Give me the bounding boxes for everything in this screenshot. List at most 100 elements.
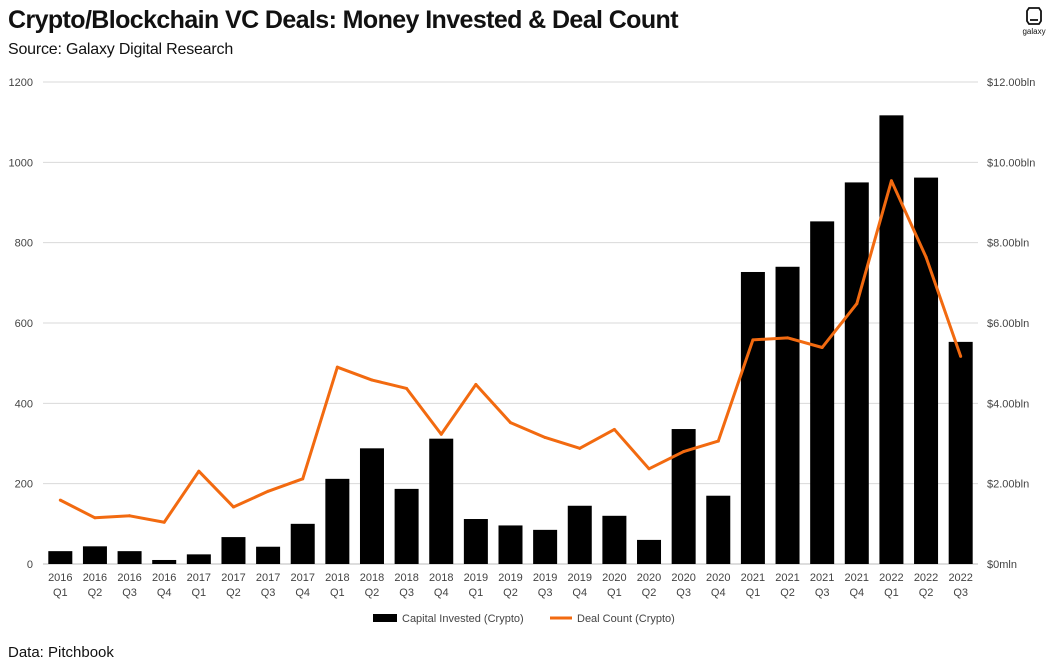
x-tick-label-year: 2018 — [429, 572, 453, 584]
x-tick-label-quarter: Q2 — [919, 587, 934, 599]
x-tick-label-quarter: Q3 — [676, 587, 691, 599]
x-tick-label-quarter: Q1 — [53, 587, 68, 599]
bar — [82, 546, 107, 564]
x-tick-label-year: 2022 — [879, 572, 903, 584]
line-point — [58, 498, 62, 502]
bar — [567, 505, 592, 564]
left-axis-tick-label: 1200 — [9, 77, 33, 89]
x-tick-label-quarter: Q4 — [849, 587, 864, 599]
bar — [117, 551, 142, 564]
galaxy-logo-icon — [1026, 7, 1042, 25]
x-tick-label-quarter: Q2 — [226, 587, 241, 599]
bar — [463, 519, 488, 564]
x-tick-label-year: 2017 — [256, 572, 280, 584]
line-point — [820, 346, 824, 350]
line-point — [439, 432, 443, 436]
right-axis-tick-label: $6.00bln — [987, 318, 1029, 330]
line-point — [959, 354, 963, 358]
line-point — [266, 489, 270, 493]
line-point — [405, 386, 409, 390]
bar — [844, 182, 869, 564]
bar — [48, 551, 73, 564]
bar — [359, 448, 384, 564]
bar — [152, 559, 177, 564]
line-point — [578, 446, 582, 450]
line-point — [335, 365, 339, 369]
bar — [498, 525, 523, 564]
bar — [325, 478, 350, 564]
legend-bar-swatch — [373, 614, 397, 622]
x-tick-label-quarter: Q2 — [642, 587, 657, 599]
bars — [48, 115, 973, 565]
x-tick-label-quarter: Q3 — [261, 587, 276, 599]
bar — [740, 271, 765, 564]
line-point — [924, 255, 928, 259]
deal-count-line-layer — [58, 179, 963, 524]
left-axis-tick-label: 800 — [15, 238, 33, 250]
x-tick-label-quarter: Q1 — [746, 587, 761, 599]
x-tick-label-quarter: Q3 — [399, 587, 414, 599]
galaxy-logo: galaxy — [1019, 6, 1049, 40]
chart: 0 $0mln 200 $2.00bln 400 $4.00bln 600 $6.00bln 8… — [9, 77, 1036, 625]
x-tick-label-quarter: Q3 — [122, 587, 137, 599]
x-tick-label-year: 2017 — [221, 572, 245, 584]
x-tick-label-year: 2019 — [533, 572, 557, 584]
x-tick-label-quarter: Q4 — [572, 587, 587, 599]
bar — [290, 523, 315, 564]
data-source-note: Data: Pitchbook — [8, 644, 114, 661]
line-point — [855, 302, 859, 306]
line-point — [889, 179, 893, 183]
x-tick-label-year: 2016 — [83, 572, 107, 584]
line-point — [370, 378, 374, 382]
line-point — [162, 520, 166, 524]
x-tick-label-quarter: Q1 — [884, 587, 899, 599]
bar — [256, 546, 281, 564]
bar — [810, 221, 835, 564]
left-axis-tick-label: 600 — [15, 318, 33, 330]
chart-subtitle: Source: Galaxy Digital Research — [8, 41, 234, 58]
x-tick-label-quarter: Q4 — [434, 587, 449, 599]
bar — [706, 495, 731, 564]
x-tick-label-quarter: Q4 — [295, 587, 310, 599]
line-point — [128, 514, 132, 518]
line-point — [682, 450, 686, 454]
chart-title: Crypto/Blockchain VC Deals: Money Invest… — [8, 6, 679, 34]
legend: Capital Invested (Crypto) Deal Count (Cry… — [373, 613, 675, 625]
x-tick-label-year: 2020 — [706, 572, 730, 584]
x-tick-label-year: 2017 — [290, 572, 314, 584]
x-tick-label-quarter: Q3 — [538, 587, 553, 599]
right-axis-tick-label: $0mln — [987, 559, 1017, 571]
bar — [602, 515, 627, 564]
axes: 0 $0mln 200 $2.00bln 400 $4.00bln 600 $6.00bln 8… — [9, 77, 1036, 599]
x-tick-label-quarter: Q4 — [711, 587, 726, 599]
bar — [429, 438, 454, 564]
x-tick-label-quarter: Q3 — [953, 587, 968, 599]
legend-label-capital: Capital Invested (Crypto) — [402, 613, 524, 625]
left-axis-tick-label: 1000 — [9, 157, 33, 169]
x-tick-label-year: 2021 — [810, 572, 834, 584]
x-tick-label-year: 2019 — [498, 572, 522, 584]
line-point — [301, 477, 305, 481]
legend-label-deal-count: Deal Count (Crypto) — [577, 613, 675, 625]
x-tick-label-year: 2016 — [152, 572, 176, 584]
x-tick-label-year: 2017 — [187, 572, 211, 584]
bar — [948, 341, 973, 564]
x-tick-label-quarter: Q1 — [607, 587, 622, 599]
x-tick-label-year: 2018 — [360, 572, 384, 584]
left-axis-tick-label: 400 — [15, 398, 33, 410]
logo-text: galaxy — [1022, 27, 1046, 36]
right-axis-tick-label: $12.00bln — [987, 77, 1035, 89]
x-tick-label-quarter: Q2 — [88, 587, 103, 599]
x-tick-label-year: 2022 — [914, 572, 938, 584]
x-tick-label-year: 2020 — [671, 572, 695, 584]
line-point — [197, 469, 201, 473]
line-point — [751, 338, 755, 342]
x-tick-label-quarter: Q2 — [365, 587, 380, 599]
line-point — [612, 427, 616, 431]
x-tick-label-quarter: Q2 — [780, 587, 795, 599]
right-axis-tick-label: $8.00bln — [987, 238, 1029, 250]
bar — [394, 488, 419, 564]
x-tick-label-year: 2021 — [741, 572, 765, 584]
bar — [533, 529, 558, 564]
x-tick-label-year: 2021 — [845, 572, 869, 584]
